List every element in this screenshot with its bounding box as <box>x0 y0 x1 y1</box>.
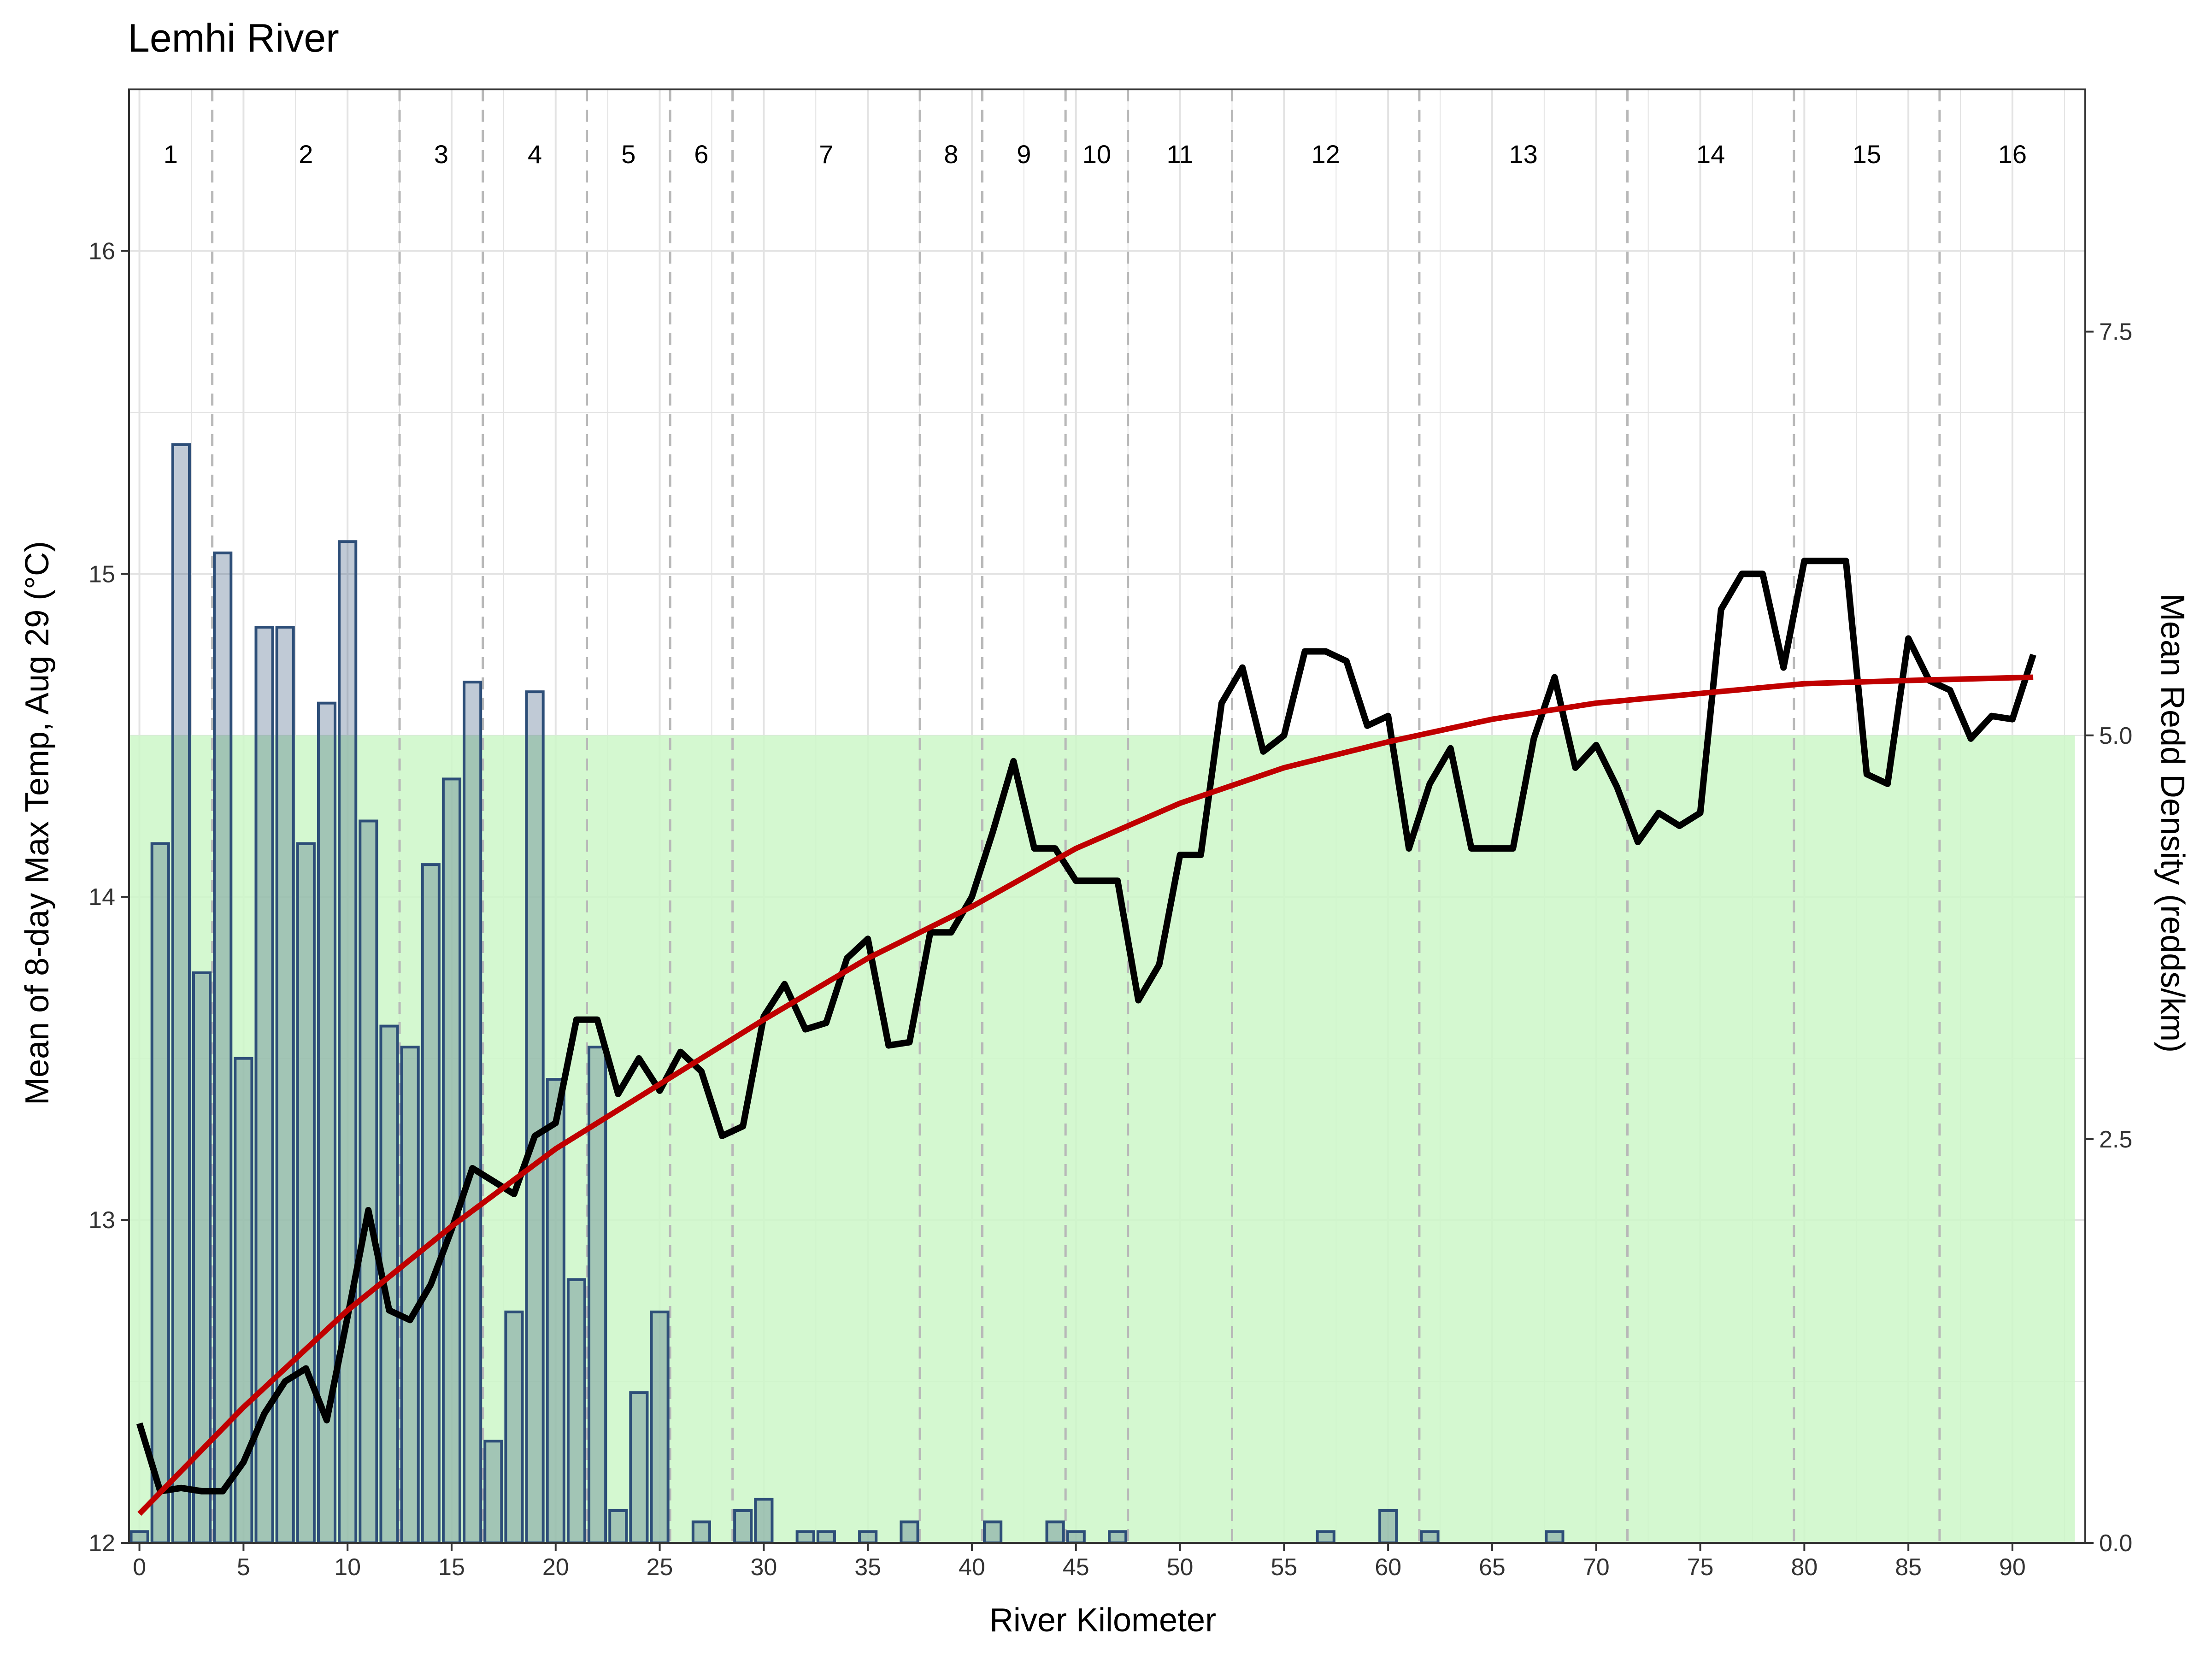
x-tick-label: 55 <box>1271 1554 1297 1581</box>
x-axis-title: River Kilometer <box>989 1602 1216 1639</box>
reach-label: 15 <box>1853 140 1881 169</box>
temperature-trend-line <box>137 674 2034 1516</box>
y-axis-right-title: Mean Redd Density (redds/km) <box>2154 594 2191 1053</box>
reach-label: 11 <box>1166 140 1193 169</box>
chart-title: Lemhi River <box>128 16 339 60</box>
redd-density-bar <box>1066 1530 1086 1545</box>
reach-label: 12 <box>1312 140 1340 169</box>
plot-panel-border <box>128 88 2086 1544</box>
y-left-tick-label: 15 <box>88 561 115 588</box>
y-right-tick-label: 0.0 <box>2099 1530 2132 1557</box>
x-tick-label: 0 <box>133 1554 146 1581</box>
x-tick-label: 85 <box>1895 1554 1922 1581</box>
y-left-tick-label: 16 <box>88 238 115 265</box>
x-tick-label: 15 <box>438 1554 465 1581</box>
redd-density-bar <box>463 681 482 1544</box>
redd-density-bar <box>650 1310 670 1545</box>
redd-density-bar <box>1108 1530 1128 1545</box>
x-tick-label: 35 <box>854 1554 881 1581</box>
x-tick-label: 65 <box>1479 1554 1506 1581</box>
redd-density-bar <box>566 1278 586 1545</box>
redd-density-bar <box>1045 1520 1065 1544</box>
redd-density-bar <box>858 1530 878 1545</box>
x-tick-label: 75 <box>1687 1554 1714 1581</box>
redd-density-bar <box>795 1530 815 1545</box>
x-tick-label: 25 <box>647 1554 673 1581</box>
redd-density-bar <box>441 777 462 1544</box>
redd-density-bar <box>1316 1530 1335 1545</box>
redd-density-bar <box>754 1498 774 1544</box>
redd-density-bar <box>129 1530 149 1545</box>
redd-density-bar <box>483 1440 503 1544</box>
redd-density-bar <box>1420 1530 1440 1545</box>
reach-label: 14 <box>1696 140 1725 169</box>
redd-density-bar <box>421 863 441 1544</box>
x-tick-label: 10 <box>334 1554 361 1581</box>
y-left-tick-label: 12 <box>88 1530 115 1557</box>
reach-label: 7 <box>819 140 833 169</box>
x-tick-label: 90 <box>1999 1554 2026 1581</box>
reach-label: 10 <box>1082 140 1111 169</box>
reach-label: 1 <box>164 140 178 169</box>
plot-panel: 1 2 3 4 5 6 7 8 9 10 11 12 13 14 15 160 5 10 15 20 25 30 35 40 4… <box>88 88 2132 1581</box>
reach-label: 8 <box>944 140 958 169</box>
redd-density-bar <box>400 1046 420 1544</box>
y-right-tick-label: 7.5 <box>2099 319 2132 346</box>
temperature-line <box>136 558 2036 1494</box>
redd-density-bar <box>1378 1509 1398 1545</box>
x-tick-label: 60 <box>1375 1554 1401 1581</box>
redd-density-bar <box>733 1509 753 1545</box>
x-tick-label: 70 <box>1583 1554 1610 1581</box>
redd-density-bar <box>296 842 316 1544</box>
x-tick-label: 30 <box>750 1554 777 1581</box>
y-right-tick-label: 5.0 <box>2099 723 2132 749</box>
redd-density-bar <box>1545 1530 1565 1545</box>
y-axis-left-title: Mean of 8-day Max Temp, Aug 29 (°C) <box>19 541 56 1105</box>
x-tick-label: 50 <box>1167 1554 1194 1581</box>
redd-density-bar <box>816 1530 836 1545</box>
reach-label: 5 <box>621 140 635 169</box>
x-tick-label: 5 <box>237 1554 250 1581</box>
target-temperature-band <box>129 735 2075 1543</box>
x-tick-label: 45 <box>1063 1554 1089 1581</box>
reach-label: 3 <box>434 140 448 169</box>
redd-density-bar <box>983 1520 1003 1544</box>
reach-label: 9 <box>1017 140 1031 169</box>
redd-density-bar <box>338 540 358 1544</box>
x-tick-label: 20 <box>542 1554 569 1581</box>
reach-label: 16 <box>1998 140 2027 169</box>
redd-density-bar <box>171 443 191 1544</box>
y-left-tick-label: 13 <box>88 1207 115 1234</box>
reach-label: 6 <box>694 140 708 169</box>
redd-density-bar <box>588 1046 607 1544</box>
redd-density-bar <box>691 1520 711 1544</box>
reach-label: 4 <box>528 140 542 169</box>
redd-density-bar <box>900 1520 919 1544</box>
redd-density-bar <box>359 819 378 1544</box>
redd-density-bar <box>275 625 295 1544</box>
reach-label: 13 <box>1509 140 1538 169</box>
reach-label: 2 <box>299 140 313 169</box>
y-left-tick-label: 14 <box>88 884 115 911</box>
x-tick-label: 40 <box>959 1554 985 1581</box>
redd-density-bar <box>629 1391 649 1544</box>
redd-density-bar <box>150 842 170 1544</box>
redd-density-bar <box>525 690 545 1544</box>
redd-density-bar <box>213 551 233 1544</box>
x-tick-label: 80 <box>1791 1554 1818 1581</box>
redd-density-bar <box>608 1509 628 1545</box>
y-right-tick-label: 2.5 <box>2099 1126 2132 1153</box>
redd-density-bar <box>504 1310 524 1545</box>
